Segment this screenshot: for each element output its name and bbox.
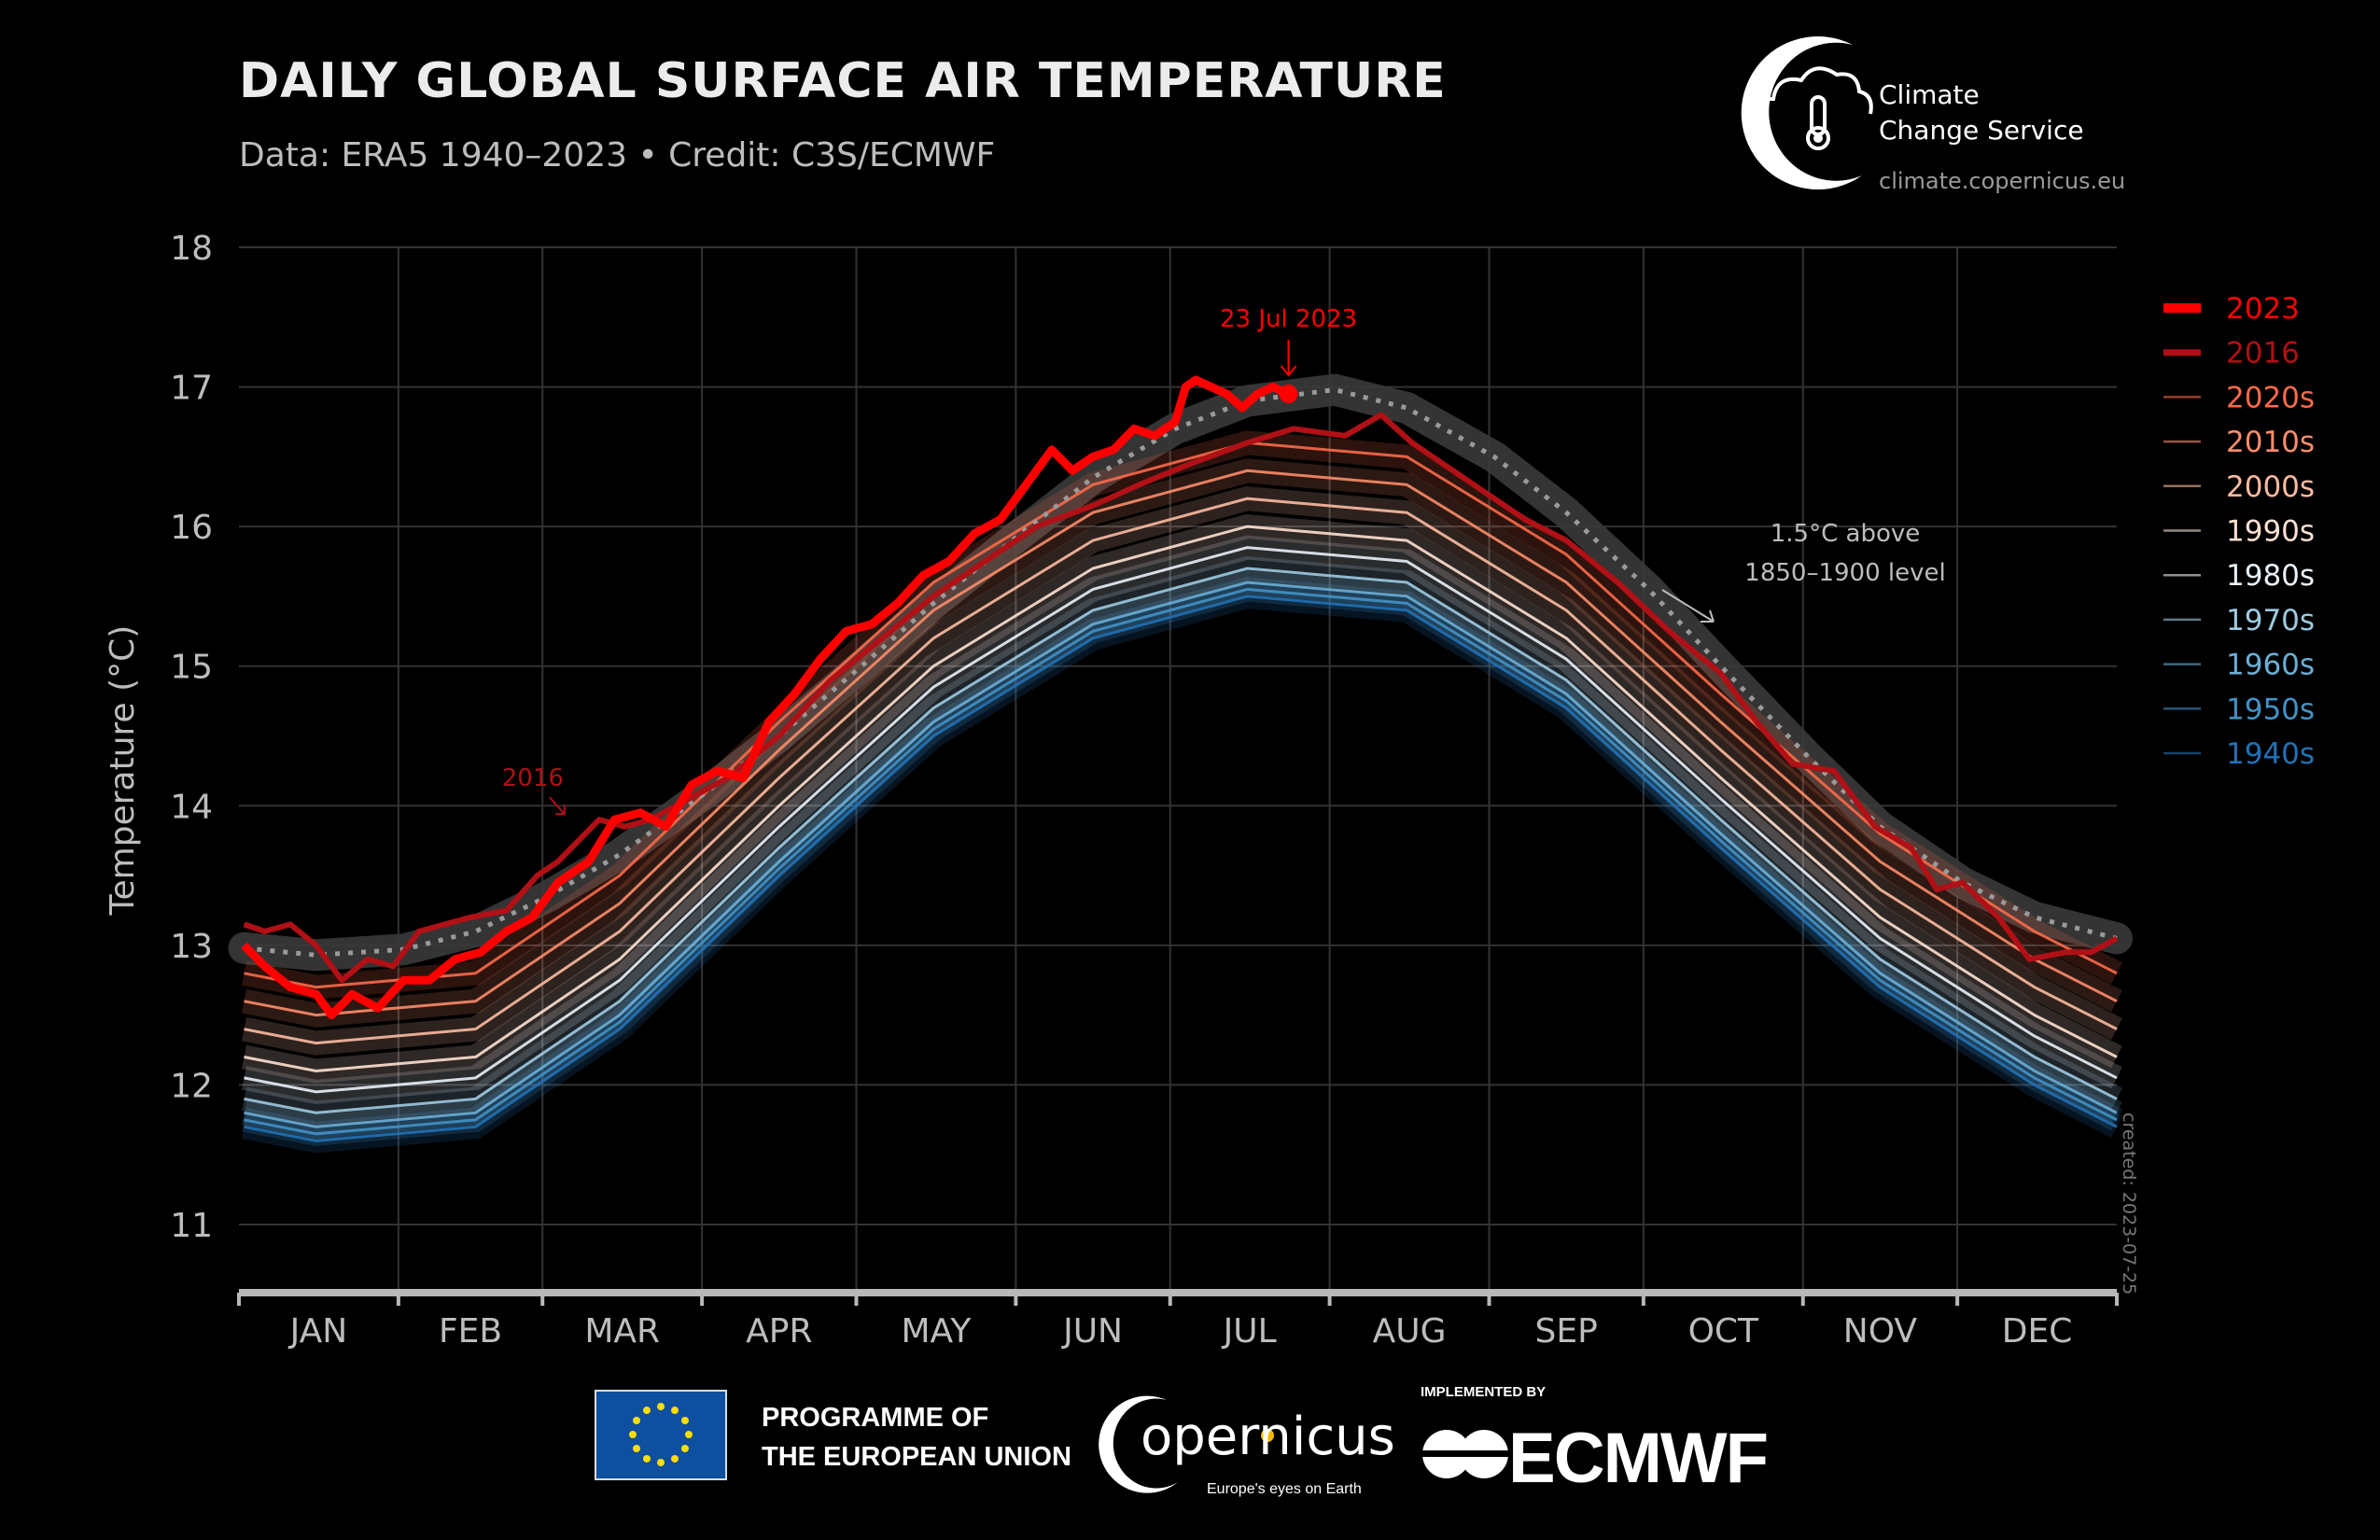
annotation-2023-peak: 23 Jul 2023: [1220, 305, 1357, 333]
series-line-2016: [243, 412, 2119, 984]
decade-line-1990s: [244, 525, 2118, 1073]
eu-programme-line2: THE EUROPEAN UNION: [762, 1442, 1071, 1472]
legend-label-2020s: 2020s: [2226, 381, 2315, 414]
eu-star-icon: [657, 1459, 665, 1466]
y-axis-label: Temperature (°C): [104, 625, 142, 917]
climate-change-service-logo: Climate Change Service climate.copernicu…: [1741, 36, 2125, 194]
legend-label-2016: 2016: [2226, 337, 2300, 371]
decade-line-1960s: [244, 581, 2118, 1128]
annotation-arrow: [1280, 340, 1297, 377]
series-line-2023: [241, 375, 1291, 1020]
legend-label-1980s: 1980s: [2226, 559, 2315, 593]
x-tick-label: JAN: [288, 1312, 348, 1351]
x-axis: JAN FEB MAR APR MAY JUN JUL AUG SEP OCT NOV DEC: [237, 1289, 2119, 1351]
eu-star-icon: [629, 1431, 637, 1438]
x-tick-label: MAY: [901, 1312, 972, 1351]
annotation-2016: 2016: [502, 764, 564, 792]
legend-label-2000s: 2000s: [2226, 470, 2315, 504]
copernicus-logo: opernicus Europe's eyes on Earth: [1099, 1395, 1395, 1497]
x-tick-label: MAR: [584, 1312, 660, 1351]
legend-label-1950s: 1950s: [2226, 693, 2315, 726]
decade-line-1970s: [244, 567, 2118, 1114]
logo-line2: Change Service: [1879, 115, 2084, 146]
decade-line-2000s: [244, 497, 2118, 1045]
implemented-by: IMPLEMENTED BY: [1421, 1384, 1546, 1400]
x-tick-label: APR: [746, 1312, 812, 1351]
annotations: 23 Jul 2023 2016 1.5°C above 1850–1900 leve…: [502, 305, 1946, 816]
logo-line1: Climate: [1879, 79, 1980, 110]
decade-line-1980s: [244, 546, 2118, 1094]
eu-star-icon: [633, 1445, 641, 1452]
y-tick-label: 12: [170, 1067, 213, 1105]
eu-star-icon: [671, 1454, 679, 1463]
legend-label-1970s: 1970s: [2226, 604, 2315, 637]
logo-url: climate.copernicus.eu: [1879, 168, 2125, 194]
x-tick-label: DEC: [2002, 1312, 2073, 1351]
eu-flag-logo: [595, 1390, 727, 1480]
eu-star-icon: [643, 1407, 651, 1415]
decade-line-1940s: [244, 595, 2118, 1142]
x-axis-bar: [239, 1289, 2117, 1296]
decade-line-2020s: [244, 441, 2118, 989]
x-tick-label: SEP: [1535, 1312, 1598, 1351]
copernicus-tagline: Europe's eyes on Earth: [1207, 1481, 1362, 1497]
threshold-label-line2: 1850–1900 level: [1744, 559, 1945, 587]
y-tick-label: 15: [170, 649, 213, 687]
y-tick-label: 16: [170, 509, 213, 547]
legend-label-1940s: 1940s: [2226, 737, 2315, 771]
legend-label-2023: 2023: [2226, 292, 2300, 326]
x-tick-label: FEB: [439, 1312, 502, 1351]
cloud-icon: [1752, 66, 1873, 120]
x-tick-label: AUG: [1373, 1312, 1447, 1351]
eu-star-icon: [643, 1454, 651, 1463]
eu-star-icon: [685, 1431, 693, 1438]
chart-title: DAILY GLOBAL SURFACE AIR TEMPERATURE: [239, 53, 1447, 109]
x-tick-label: OCT: [1688, 1312, 1759, 1351]
y-axis-ticks: 11 12 13 14 15 16 17 18: [170, 230, 213, 1245]
legend-label-2010s: 2010s: [2226, 426, 2315, 459]
y-tick-label: 17: [170, 370, 213, 408]
legend-label-1990s: 1990s: [2226, 515, 2315, 549]
threshold-label-line1: 1.5°C above: [1771, 520, 1921, 548]
eu-programme-line1: PROGRAMME OF: [762, 1403, 988, 1433]
eu-star-icon: [633, 1417, 641, 1424]
y-tick-label: 14: [170, 788, 213, 826]
copernicus-wordmark: opernicus: [1141, 1407, 1395, 1467]
decade-line-1950s: [244, 587, 2118, 1136]
crescent-icon: [1741, 36, 1862, 190]
created-date: created: 2023-07-25: [2119, 1113, 2139, 1295]
annotation-arrow: [1661, 589, 1715, 623]
y-tick-label: 13: [170, 928, 213, 966]
ecmwf-wordmark: ECMWF: [1508, 1419, 1767, 1498]
decade-line-2010s: [244, 469, 2118, 1017]
eu-star-icon: [680, 1445, 689, 1452]
x-tick-label: JUN: [1061, 1312, 1123, 1351]
ecmwf-logo: ECMWF: [1421, 1419, 1769, 1498]
chart-subtitle: Data: ERA5 1940–2023 • Credit: C3S/ECMWF: [239, 136, 995, 175]
legend: 2023 2016 2020s 2010s 2000s 1990s 1980s 1970s 19…: [2163, 292, 2315, 771]
eu-star-icon: [671, 1407, 679, 1415]
x-tick-label: JUL: [1222, 1312, 1277, 1351]
legend-label-1960s: 1960s: [2226, 649, 2315, 682]
y-tick-label: 11: [170, 1207, 213, 1245]
annotation-arrow: [549, 796, 566, 816]
eu-star-icon: [680, 1417, 689, 1424]
eu-star-icon: [657, 1403, 665, 1410]
x-tick-label: NOV: [1843, 1312, 1918, 1351]
series-layer: [228, 373, 2133, 1154]
latest-point-marker: [1279, 385, 1298, 404]
y-tick-label: 18: [170, 230, 213, 268]
